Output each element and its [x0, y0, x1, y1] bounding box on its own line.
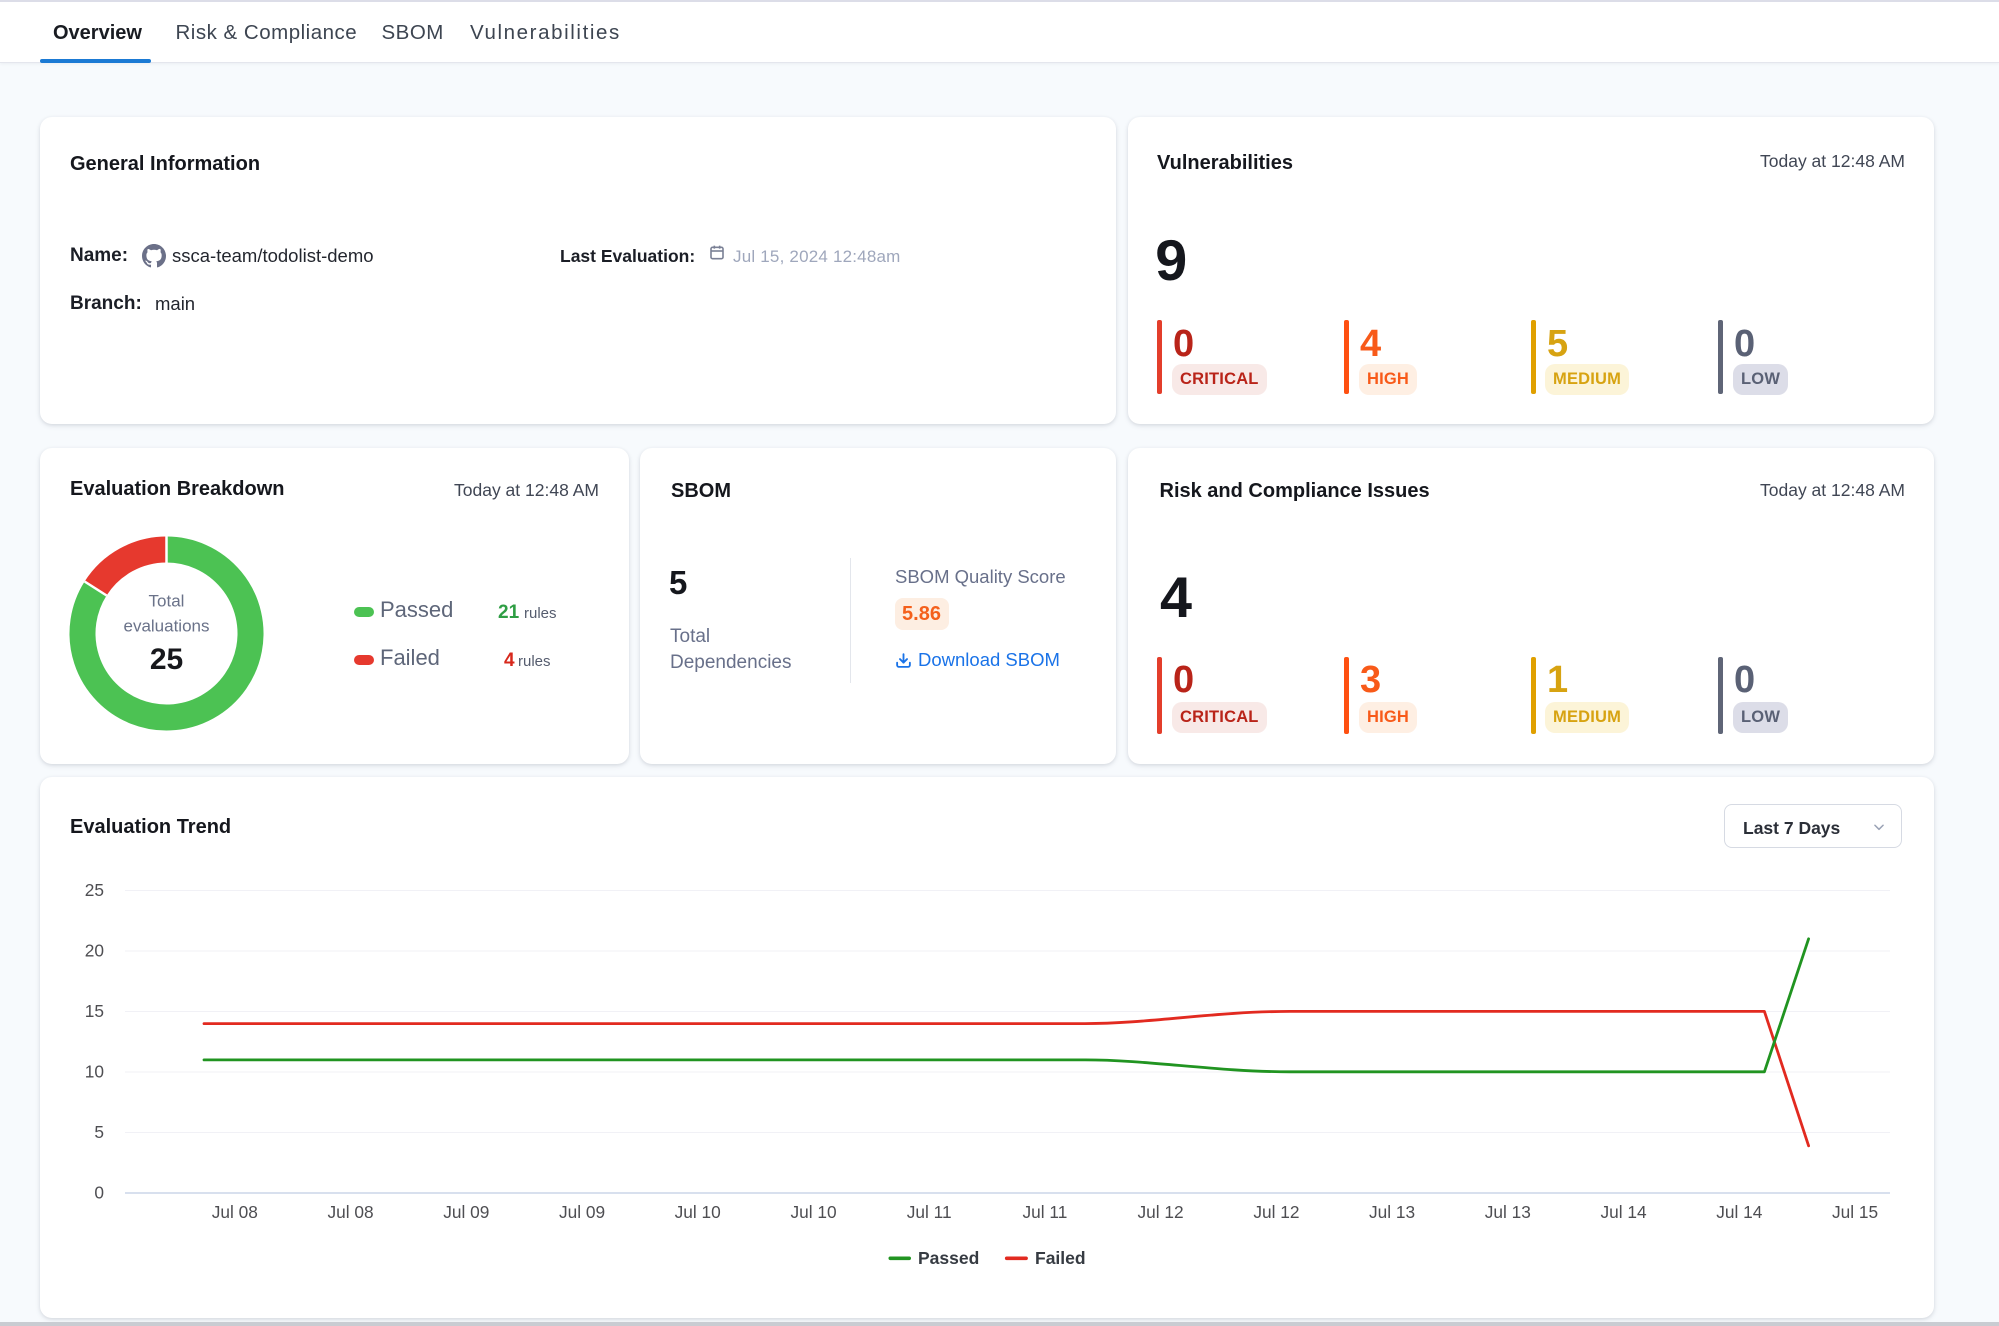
svg-text:25: 25	[85, 880, 104, 900]
svg-text:Jul 13: Jul 13	[1369, 1202, 1415, 1222]
svg-text:Jul 11: Jul 11	[907, 1202, 952, 1222]
svg-text:Passed: Passed	[918, 1248, 979, 1268]
svg-text:Jul 10: Jul 10	[675, 1202, 721, 1222]
svg-text:Jul 12: Jul 12	[1138, 1202, 1184, 1222]
svg-text:Jul 09: Jul 09	[443, 1202, 489, 1222]
svg-text:Jul 13: Jul 13	[1485, 1202, 1531, 1222]
svg-text:Jul 15: Jul 15	[1832, 1202, 1878, 1222]
svg-text:Jul 09: Jul 09	[559, 1202, 605, 1222]
svg-text:10: 10	[85, 1062, 104, 1082]
svg-text:15: 15	[85, 1001, 104, 1021]
svg-text:evaluations: evaluations	[123, 617, 209, 636]
svg-text:Jul 14: Jul 14	[1601, 1202, 1648, 1222]
svg-text:20: 20	[85, 941, 104, 961]
svg-text:Failed: Failed	[1035, 1248, 1086, 1268]
svg-text:Jul 10: Jul 10	[790, 1202, 836, 1222]
svg-text:Jul 12: Jul 12	[1253, 1202, 1299, 1222]
svg-text:Jul 08: Jul 08	[212, 1202, 258, 1222]
svg-text:Total: Total	[149, 592, 185, 611]
svg-text:5: 5	[94, 1122, 104, 1142]
svg-text:Jul 08: Jul 08	[327, 1202, 373, 1222]
svg-text:25: 25	[150, 643, 183, 676]
svg-text:Jul 14: Jul 14	[1716, 1202, 1763, 1222]
svg-text:0: 0	[94, 1183, 104, 1203]
svg-text:Jul 11: Jul 11	[1022, 1202, 1067, 1222]
